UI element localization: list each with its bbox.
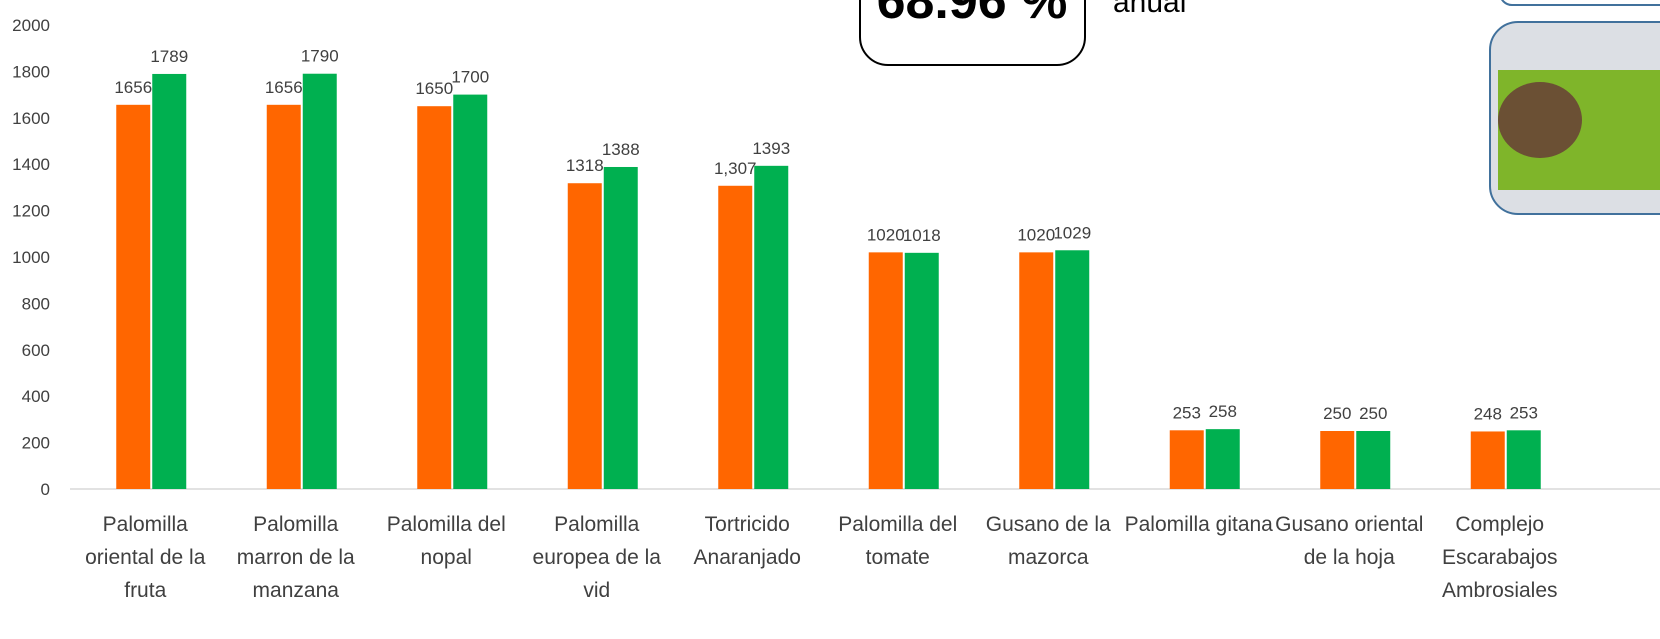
image-detail (1498, 82, 1582, 158)
bar (905, 253, 939, 489)
bar (417, 106, 451, 489)
data-label: 248 (1474, 404, 1502, 423)
bar (718, 186, 752, 489)
x-tick-label: Palomilla del nopal (370, 508, 522, 574)
data-label: 1656 (114, 78, 152, 97)
bar (1170, 430, 1204, 489)
y-tick-label: 800 (22, 294, 50, 313)
callout-value: 68.96 % (877, 0, 1068, 30)
y-tick-label: 1200 (12, 202, 50, 221)
bar (568, 183, 602, 489)
bar (116, 105, 150, 489)
side-box (1500, 0, 1660, 5)
data-label: 1020 (1017, 225, 1055, 244)
bar (1356, 431, 1390, 489)
y-tick-label: 0 (41, 480, 50, 499)
data-label: 1656 (265, 78, 303, 97)
y-tick-label: 200 (22, 434, 50, 453)
x-tick-label: Palomilla del tomate (822, 508, 974, 574)
data-label: 250 (1359, 404, 1387, 423)
data-label: 1790 (301, 47, 339, 66)
bar (869, 252, 903, 489)
data-label: 1,307 (714, 159, 757, 178)
data-label: 1650 (415, 79, 453, 98)
data-label: 258 (1209, 402, 1237, 421)
x-tick-label: Complejo Escarabajos Ambrosiales (1424, 508, 1576, 607)
bar (604, 167, 638, 489)
bar (1055, 250, 1089, 489)
bar (1471, 431, 1505, 489)
page: 68.96 % anual 0 200 400 600 800 1000 1200 1400 1… (0, 0, 1660, 639)
x-tick-label: Palomilla europea de la vid (521, 508, 673, 607)
bar (267, 105, 301, 489)
x-tick-label: Gusano de la mazorca (972, 508, 1124, 574)
data-label: 1789 (150, 47, 188, 66)
callout-note: anual (1113, 0, 1186, 19)
bar (1507, 430, 1541, 489)
x-tick-label: Palomilla oriental de la fruta (69, 508, 221, 607)
data-label: 250 (1323, 404, 1351, 423)
data-label: 1020 (867, 225, 905, 244)
bar (754, 166, 788, 489)
data-label: 1388 (602, 140, 640, 159)
y-tick-label: 1800 (12, 62, 50, 81)
bar (303, 74, 337, 489)
data-label: 1318 (566, 156, 604, 175)
x-tick-label: Palomilla marron de la manzana (220, 508, 372, 607)
y-tick-label: 400 (22, 387, 50, 406)
bar (1019, 252, 1053, 489)
bar (453, 95, 487, 489)
bar (1320, 431, 1354, 489)
y-tick-label: 600 (22, 341, 50, 360)
data-label: 1393 (752, 139, 790, 158)
bar (1206, 429, 1240, 489)
bar (152, 74, 186, 489)
data-label: 1700 (451, 68, 489, 87)
data-label: 253 (1510, 403, 1538, 422)
x-tick-label: Palomilla gitana (1123, 508, 1275, 541)
y-tick-label: 1600 (12, 109, 50, 128)
y-tick-label: 2000 (12, 16, 50, 35)
y-tick-label: 1400 (12, 155, 50, 174)
data-label: 253 (1173, 403, 1201, 422)
x-tick-label: Tortricido Anaranjado (671, 508, 823, 574)
data-label: 1018 (903, 226, 941, 245)
x-tick-label: Gusano oriental de la hoja (1273, 508, 1425, 574)
data-label: 1029 (1053, 223, 1091, 242)
y-tick-label: 1000 (12, 248, 50, 267)
